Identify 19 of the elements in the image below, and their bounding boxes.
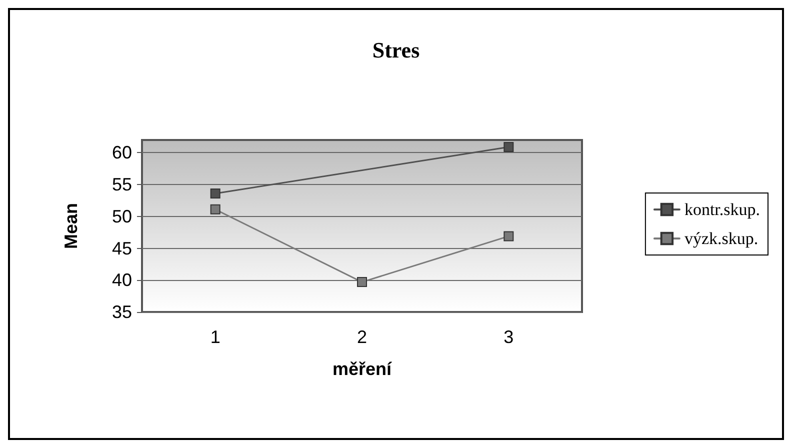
y-axis-title: Mean [61,202,81,250]
point [357,277,367,288]
point [504,142,514,152]
y-tick-label: 60 [112,142,132,163]
x-tick-label: 1 [210,327,220,347]
legend-label: výzk.skup. [684,229,758,248]
chart-title: Stres [372,38,420,62]
point [504,231,514,242]
x-tick-label: 3 [504,327,514,347]
y-tick-label: 35 [112,302,132,322]
point [210,204,220,214]
y-tick-label: 50 [112,206,132,226]
x-tick-label: 2 [356,327,368,347]
y-tick-label: 40 [112,270,132,290]
legend-label: kontr.skup. [684,200,760,219]
x-axis-title: měření [332,359,393,379]
point [210,188,220,199]
y-tick-label: 55 [112,174,132,195]
y-tick-label: 45 [112,238,132,258]
